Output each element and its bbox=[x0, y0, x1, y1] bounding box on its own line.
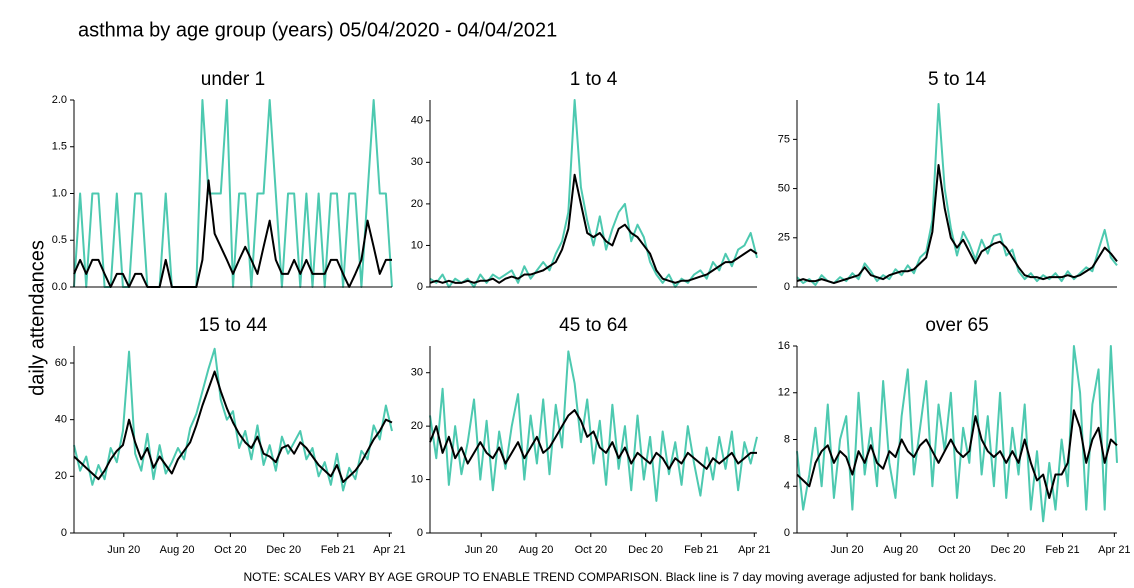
y-tick-label: 40 bbox=[411, 115, 423, 127]
x-tick-label: Jun 20 bbox=[107, 544, 140, 556]
y-tick-label: 2.0 bbox=[52, 94, 67, 106]
y-tick-label: 20 bbox=[411, 198, 423, 210]
y-axis-label: daily attendances bbox=[26, 240, 48, 396]
x-tick-label: Dec 20 bbox=[628, 544, 663, 556]
y-tick-label: 1.5 bbox=[52, 141, 67, 153]
y-tick-label: 10 bbox=[411, 239, 423, 251]
x-tick-label: Feb 21 bbox=[684, 544, 718, 556]
y-tick-label: 8 bbox=[784, 433, 790, 445]
y-tick-label: 50 bbox=[778, 182, 790, 194]
y-tick-label: 4 bbox=[784, 480, 790, 492]
series-line bbox=[429, 99, 758, 288]
x-tick-label: Aug 20 bbox=[160, 544, 195, 556]
y-tick-label: 25 bbox=[778, 232, 790, 244]
series-line bbox=[73, 179, 392, 288]
y-tick-label: 0 bbox=[784, 527, 790, 539]
y-tick-label: 0 bbox=[61, 527, 67, 539]
x-tick-label: Jun 20 bbox=[831, 544, 864, 556]
y-tick-label: 40 bbox=[55, 414, 67, 426]
series-line bbox=[796, 163, 1118, 285]
y-tick-label: 1.0 bbox=[52, 187, 67, 199]
panel-title: 5 to 14 bbox=[928, 69, 987, 90]
y-tick-label: 0 bbox=[417, 527, 423, 539]
x-tick-label: Aug 20 bbox=[519, 544, 554, 556]
y-tick-label: 20 bbox=[55, 470, 67, 482]
y-tick-label: 30 bbox=[411, 156, 423, 168]
panel-title: over 65 bbox=[925, 315, 988, 336]
x-tick-label: Dec 20 bbox=[266, 544, 301, 556]
x-tick-label: Oct 20 bbox=[575, 544, 607, 556]
y-tick-label: 10 bbox=[411, 473, 423, 485]
y-tick-label: 30 bbox=[411, 367, 423, 379]
x-tick-label: Apr 21 bbox=[1098, 544, 1130, 556]
y-tick-label: 16 bbox=[778, 340, 790, 352]
footnote: NOTE: SCALES VARY BY AGE GROUP TO ENABLE… bbox=[244, 570, 997, 584]
x-tick-label: Apr 21 bbox=[738, 544, 770, 556]
series-line bbox=[429, 173, 758, 284]
series-line bbox=[796, 345, 1118, 523]
x-tick-label: Feb 21 bbox=[321, 544, 355, 556]
x-tick-label: Feb 21 bbox=[1045, 544, 1079, 556]
series-line bbox=[73, 347, 393, 492]
y-tick-label: 0 bbox=[784, 281, 790, 293]
series-line bbox=[796, 409, 1118, 499]
panel-title: 15 to 44 bbox=[199, 315, 268, 336]
x-tick-label: Apr 21 bbox=[373, 544, 405, 556]
x-tick-label: Oct 20 bbox=[214, 544, 246, 556]
panel-title: under 1 bbox=[201, 69, 265, 90]
series-line bbox=[429, 409, 757, 470]
y-tick-label: 75 bbox=[778, 133, 790, 145]
panel-title: 45 to 64 bbox=[559, 315, 628, 336]
y-tick-label: 60 bbox=[55, 357, 67, 369]
y-tick-label: 0 bbox=[417, 281, 423, 293]
y-tick-label: 20 bbox=[411, 420, 423, 432]
chart-title: asthma by age group (years) 05/04/2020 -… bbox=[78, 19, 557, 41]
y-tick-label: 0.5 bbox=[52, 234, 67, 246]
panel-title: 1 to 4 bbox=[570, 69, 618, 90]
x-tick-label: Aug 20 bbox=[883, 544, 918, 556]
y-tick-label: 0.0 bbox=[52, 281, 67, 293]
series-line bbox=[796, 102, 1118, 287]
x-tick-label: Oct 20 bbox=[938, 544, 970, 556]
series-line bbox=[73, 99, 393, 288]
y-tick-label: 12 bbox=[778, 387, 790, 399]
series-line bbox=[429, 350, 758, 502]
x-tick-label: Dec 20 bbox=[991, 544, 1026, 556]
x-tick-label: Jun 20 bbox=[465, 544, 498, 556]
series-line bbox=[73, 370, 393, 483]
